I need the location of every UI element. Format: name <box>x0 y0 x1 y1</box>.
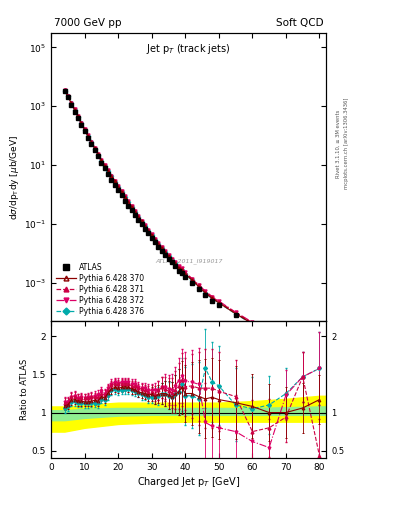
X-axis label: Charged Jet p$_T$ [GeV]: Charged Jet p$_T$ [GeV] <box>137 475 240 489</box>
Y-axis label: Ratio to ATLAS: Ratio to ATLAS <box>20 359 29 420</box>
Text: mcplots.cern.ch [arXiv:1306.3436]: mcplots.cern.ch [arXiv:1306.3436] <box>344 98 349 189</box>
Text: ATLAS_2011_I919017: ATLAS_2011_I919017 <box>155 258 222 264</box>
Y-axis label: d$\sigma$/dp$_{\rm T}$dy [$\mu$b/GeV]: d$\sigma$/dp$_{\rm T}$dy [$\mu$b/GeV] <box>8 135 21 220</box>
Text: 7000 GeV pp: 7000 GeV pp <box>54 17 121 28</box>
Legend: ATLAS, Pythia 6.428 370, Pythia 6.428 371, Pythia 6.428 372, Pythia 6.428 376: ATLAS, Pythia 6.428 370, Pythia 6.428 37… <box>55 262 146 317</box>
Text: Rivet 3.1.10, ≥ 3M events: Rivet 3.1.10, ≥ 3M events <box>336 109 341 178</box>
Text: Jet p$_T$ (track jets): Jet p$_T$ (track jets) <box>147 42 231 56</box>
Text: Soft QCD: Soft QCD <box>276 17 323 28</box>
